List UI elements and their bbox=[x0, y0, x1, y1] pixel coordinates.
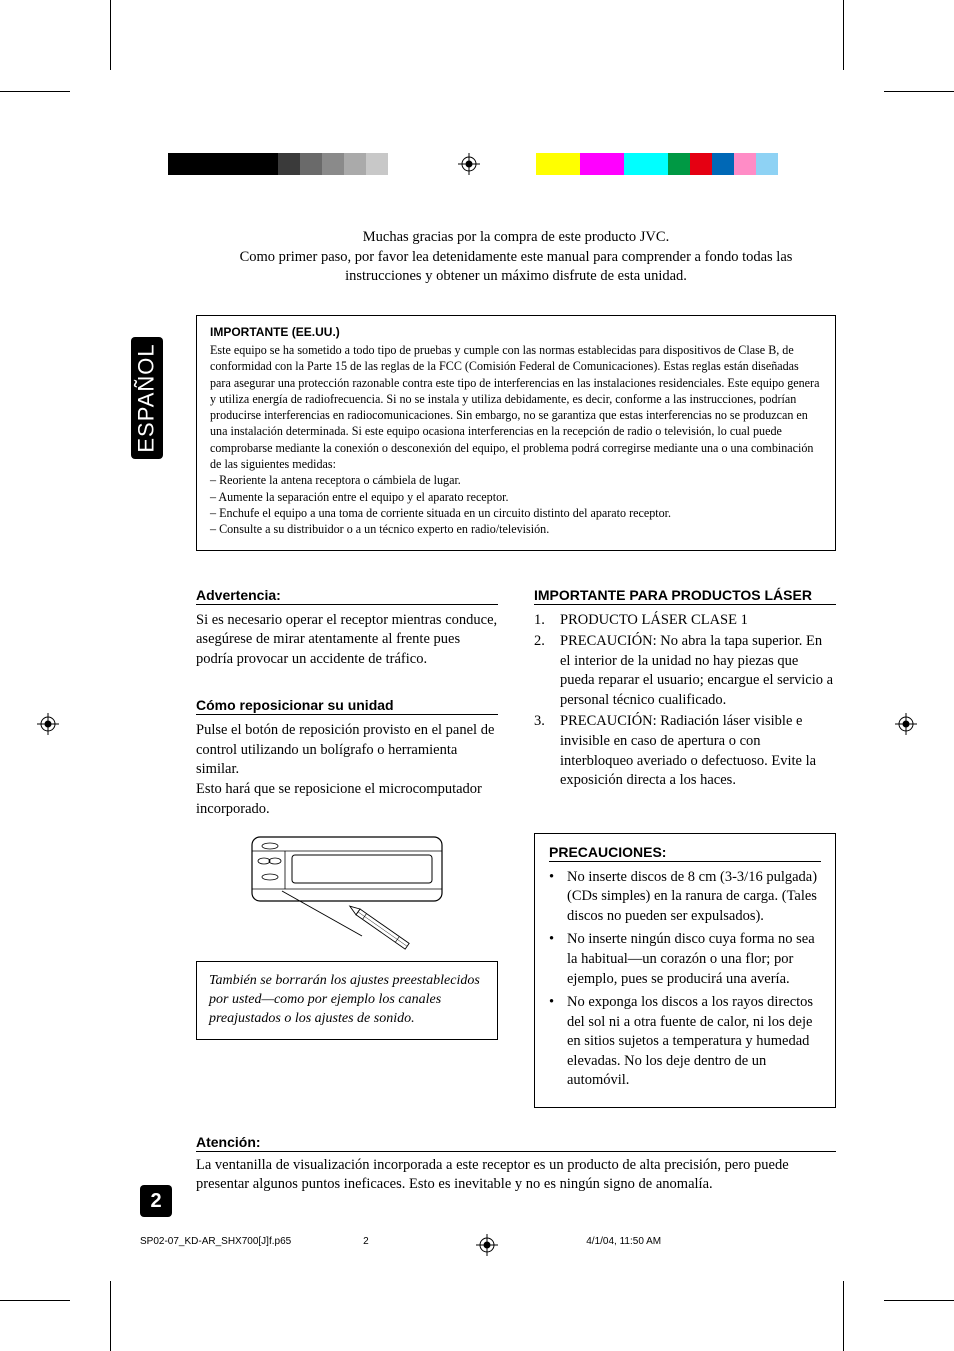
reposicionar-note: También se borrarán los ajustes preestab… bbox=[196, 961, 498, 1040]
page-number-badge: 2 bbox=[140, 1185, 172, 1217]
footer-datetime: 4/1/04, 11:50 AM bbox=[586, 1236, 854, 1247]
list-text: PRECAUCIÓN: Radiación láser visible e in… bbox=[560, 712, 836, 790]
calibration-swatch bbox=[322, 153, 344, 175]
language-tab: ESPAÑOL bbox=[131, 337, 163, 459]
atencion-title: Atención: bbox=[196, 1134, 836, 1152]
calibration-swatch bbox=[366, 153, 388, 175]
list-text: No inserte discos de 8 cm (3-3/16 pulgad… bbox=[567, 868, 821, 927]
importante-bullet: – Enchufe el equipo a una toma de corrie… bbox=[210, 505, 822, 521]
atencion-body: La ventanilla de visualización incorpora… bbox=[196, 1156, 836, 1195]
atencion-section: Atención: La ventanilla de visualización… bbox=[196, 1134, 836, 1195]
precauciones-item: • No inserte ningún disco cuya forma no … bbox=[549, 930, 821, 989]
left-column: Advertencia: Si es necesario operar el r… bbox=[196, 587, 498, 1108]
importante-bullet: – Reoriente la antena receptora o cámbie… bbox=[210, 472, 822, 488]
calibration-swatch bbox=[712, 153, 734, 175]
calibration-swatch bbox=[668, 153, 690, 175]
precauciones-item: • No inserte discos de 8 cm (3-3/16 pulg… bbox=[549, 868, 821, 927]
intro-line: Muchas gracias por la compra de este pro… bbox=[196, 228, 836, 248]
laser-item: 1. PRODUCTO LÁSER CLASE 1 bbox=[534, 611, 836, 631]
bullet-icon: • bbox=[549, 930, 559, 989]
calibration-swatch bbox=[234, 153, 256, 175]
footer: SP02-07_KD-AR_SHX700[J]f.p65 2 4/1/04, 1… bbox=[140, 1236, 854, 1247]
list-number: 3. bbox=[534, 712, 552, 790]
calibration-swatch bbox=[690, 153, 712, 175]
footer-file: SP02-07_KD-AR_SHX700[J]f.p65 bbox=[140, 1236, 363, 1247]
reposicionar-p1: Pulse el botón de reposición provisto en… bbox=[196, 721, 498, 780]
calibration-swatch bbox=[256, 153, 278, 175]
advertencia-body: Si es necesario operar el receptor mient… bbox=[196, 611, 498, 670]
list-number: 1. bbox=[534, 611, 552, 631]
laser-item: 2. PRECAUCIÓN: No abra la tapa superior.… bbox=[534, 632, 836, 710]
list-text: PRODUCTO LÁSER CLASE 1 bbox=[560, 611, 836, 631]
list-text: No inserte ningún disco cuya forma no se… bbox=[567, 930, 821, 989]
advertencia-section: Advertencia: Si es necesario operar el r… bbox=[196, 587, 498, 670]
list-number: 2. bbox=[534, 632, 552, 710]
reposicionar-p2: Esto hará que se reposicione el microcom… bbox=[196, 780, 498, 819]
footer-page: 2 bbox=[363, 1236, 586, 1247]
list-text: PRECAUCIÓN: No abra la tapa superior. En… bbox=[560, 632, 836, 710]
page-number: 2 bbox=[150, 1190, 161, 1213]
laser-item: 3. PRECAUCIÓN: Radiación láser visible e… bbox=[534, 712, 836, 790]
calibration-swatch bbox=[624, 153, 668, 175]
calibration-swatch bbox=[300, 153, 322, 175]
registration-mark-icon bbox=[458, 153, 480, 175]
importante-bullet: – Consulte a su distribuidor o a un técn… bbox=[210, 521, 822, 537]
intro-text: Muchas gracias por la compra de este pro… bbox=[196, 228, 836, 287]
advertencia-title: Advertencia: bbox=[196, 587, 498, 605]
calibration-swatch bbox=[734, 153, 756, 175]
importante-bullet: – Aumente la separación entre el equipo … bbox=[210, 489, 822, 505]
calibration-swatch bbox=[580, 153, 624, 175]
calibration-swatch bbox=[168, 153, 234, 175]
laser-title: IMPORTANTE PARA PRODUCTOS LÁSER bbox=[534, 587, 836, 605]
list-text: No exponga los discos a los rayos direct… bbox=[567, 993, 821, 1091]
intro-line: instrucciones y obtener un máximo disfru… bbox=[196, 267, 836, 287]
calibration-swatch bbox=[756, 153, 778, 175]
registration-mark-icon bbox=[895, 713, 917, 735]
importante-title: IMPORTANTE (EE.UU.) bbox=[210, 324, 822, 340]
calibration-swatch bbox=[344, 153, 366, 175]
intro-line: Como primer paso, por favor lea detenida… bbox=[196, 248, 836, 268]
bullet-icon: • bbox=[549, 993, 559, 1091]
reposicionar-title: Cómo reposicionar su unidad bbox=[196, 697, 498, 715]
calibration-swatch bbox=[278, 153, 300, 175]
reposicionar-section: Cómo reposicionar su unidad Pulse el bot… bbox=[196, 697, 498, 1039]
precauciones-title: PRECAUCIONES: bbox=[549, 844, 821, 862]
language-tab-label: ESPAÑOL bbox=[134, 343, 160, 452]
page-content: Muchas gracias por la compra de este pro… bbox=[196, 228, 836, 1223]
laser-section: IMPORTANTE PARA PRODUCTOS LÁSER 1. PRODU… bbox=[534, 587, 836, 791]
right-column: IMPORTANTE PARA PRODUCTOS LÁSER 1. PRODU… bbox=[534, 587, 836, 1108]
bullet-icon: • bbox=[549, 868, 559, 927]
calibration-swatch bbox=[536, 153, 580, 175]
registration-mark-icon bbox=[37, 713, 59, 735]
precauciones-item: • No exponga los discos a los rayos dire… bbox=[549, 993, 821, 1091]
calibration-bar-color bbox=[536, 153, 778, 175]
precauciones-box: PRECAUCIONES: • No inserte discos de 8 c… bbox=[534, 833, 836, 1108]
calibration-bar-grayscale bbox=[168, 153, 432, 175]
calibration-swatch bbox=[410, 153, 432, 175]
importante-body: Este equipo se ha sometido a todo tipo d… bbox=[210, 342, 822, 473]
calibration-swatch bbox=[388, 153, 410, 175]
reset-figure bbox=[242, 831, 452, 951]
importante-box: IMPORTANTE (EE.UU.) Este equipo se ha so… bbox=[196, 315, 836, 551]
